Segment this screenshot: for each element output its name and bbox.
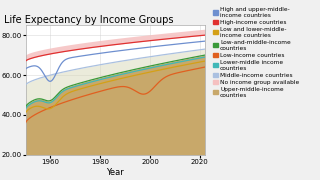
X-axis label: Year: Year (106, 168, 124, 177)
Text: Life Expectancy by Income Groups: Life Expectancy by Income Groups (4, 15, 173, 25)
Legend: High and upper-middle-
income countries, High-income countries, Low and lower-mi: High and upper-middle- income countries,… (212, 6, 300, 98)
